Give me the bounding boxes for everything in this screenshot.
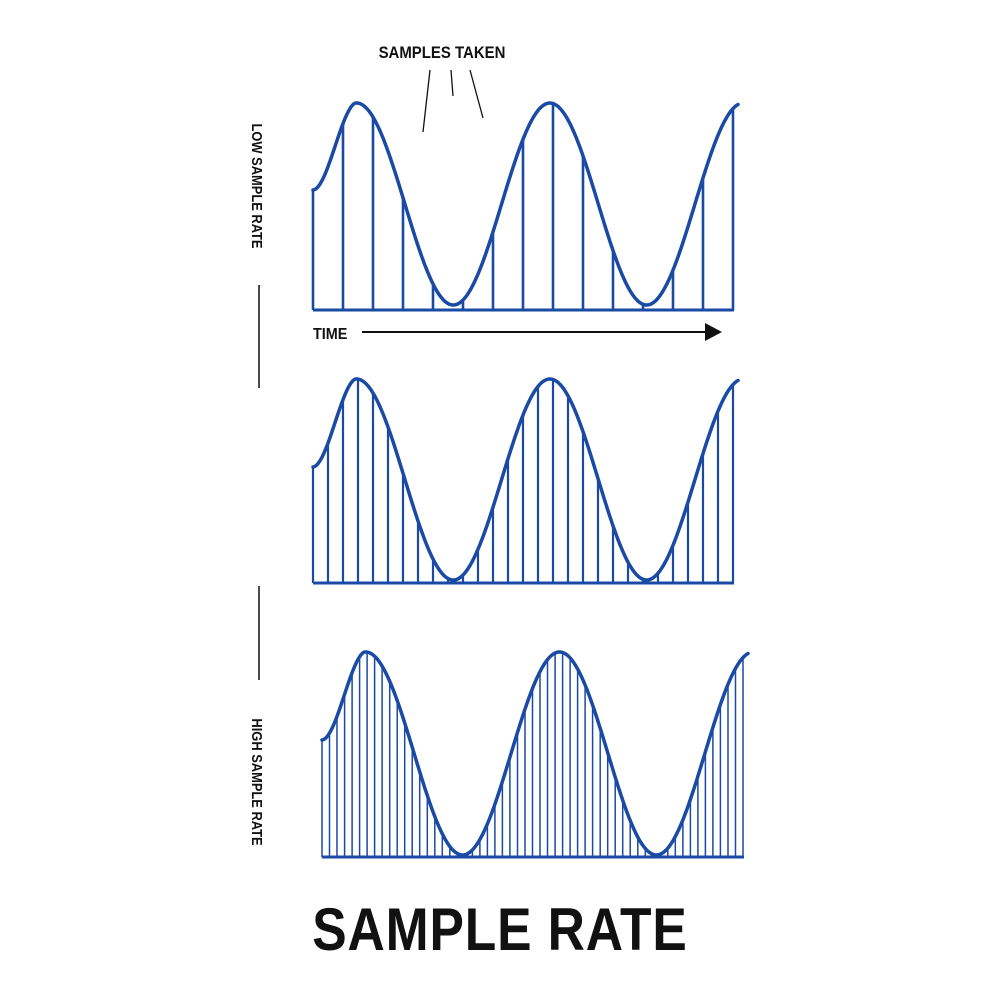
time-arrow-head: [705, 323, 722, 341]
pointer-line-right: [469, 69, 484, 119]
time-label: TIME: [313, 325, 347, 343]
high-sample-rate-panel: [320, 650, 750, 859]
signal-curve: [311, 101, 740, 307]
signal-curve: [311, 377, 740, 582]
low-sample-rate-panel: [311, 101, 740, 312]
pointer-line-center: [450, 69, 454, 97]
pointer-line-left: [422, 69, 431, 133]
samples-taken-label: SAMPLES TAKEN: [379, 44, 506, 62]
high-sample-rate-label: HIGH SAMPLE RATE: [249, 718, 266, 845]
samples-taken-pointers: [422, 69, 484, 133]
diagram-title: SAMPLE RATE: [312, 896, 688, 963]
signal-curve: [320, 650, 750, 857]
low-sample-rate-label: LOW SAMPLE RATE: [249, 124, 266, 249]
medium-sample-rate-panel: [311, 377, 740, 585]
